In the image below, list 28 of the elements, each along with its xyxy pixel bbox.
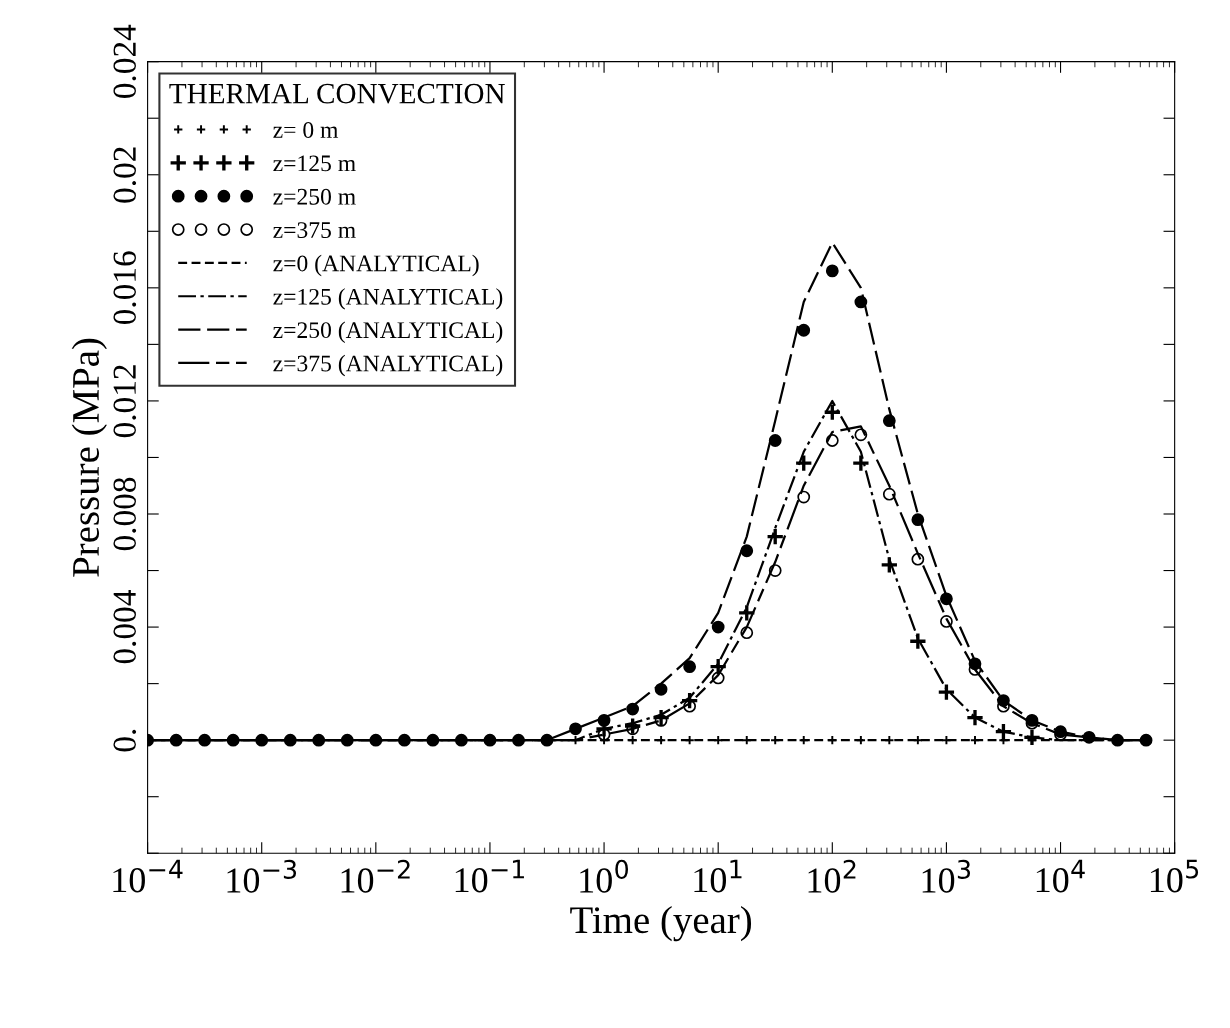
legend-label: z=125 (ANALYTICAL) [273,288,503,310]
y-tick-label: 0.016 [113,251,137,325]
x-tick-label: 10$^{2}$ [808,859,856,893]
x-tick-label: 10$^{1}$ [694,859,742,893]
legend-title: THERMAL CONVECTION [169,83,505,104]
x-tick-label: 10$^{−1}$ [455,859,524,893]
legend-label: z=375 (ANALYTICAL) [273,354,503,377]
legend-label: z=0 (ANALYTICAL) [273,254,479,277]
y-axis-title: Pressure (MPa) [71,338,107,577]
y-tick-label: 0.02 [113,147,137,203]
legend-label: z=250 m [273,188,356,205]
x-tick-label: 10$^{3}$ [922,859,971,893]
legend-label: z= 0 m [273,122,339,138]
y-tick-label: 0.012 [113,365,137,438]
legend-label: z=375 m [273,222,356,239]
legend-label: z=250 (ANALYTICAL) [273,321,503,343]
y-tick-label: 0. [113,729,137,752]
x-tick-label: 10$^{−3}$ [227,859,297,893]
x-tick-label: 10$^{4}$ [1036,859,1085,893]
y-tick-label: 0.008 [113,477,137,551]
x-tick-label: 10$^{5}$ [1150,859,1199,893]
x-tick-label: 10$^{−2}$ [341,859,410,893]
x-axis-title: Time (year) [570,905,752,942]
x-tick-label: 10$^{0}$ [580,859,629,893]
y-tick-label: 0.004 [113,590,137,664]
legend-label: z=125 m [273,155,356,172]
x-tick-label: 10$^{−4}$ [113,859,183,893]
y-tick-label: 0.024 [113,24,137,98]
